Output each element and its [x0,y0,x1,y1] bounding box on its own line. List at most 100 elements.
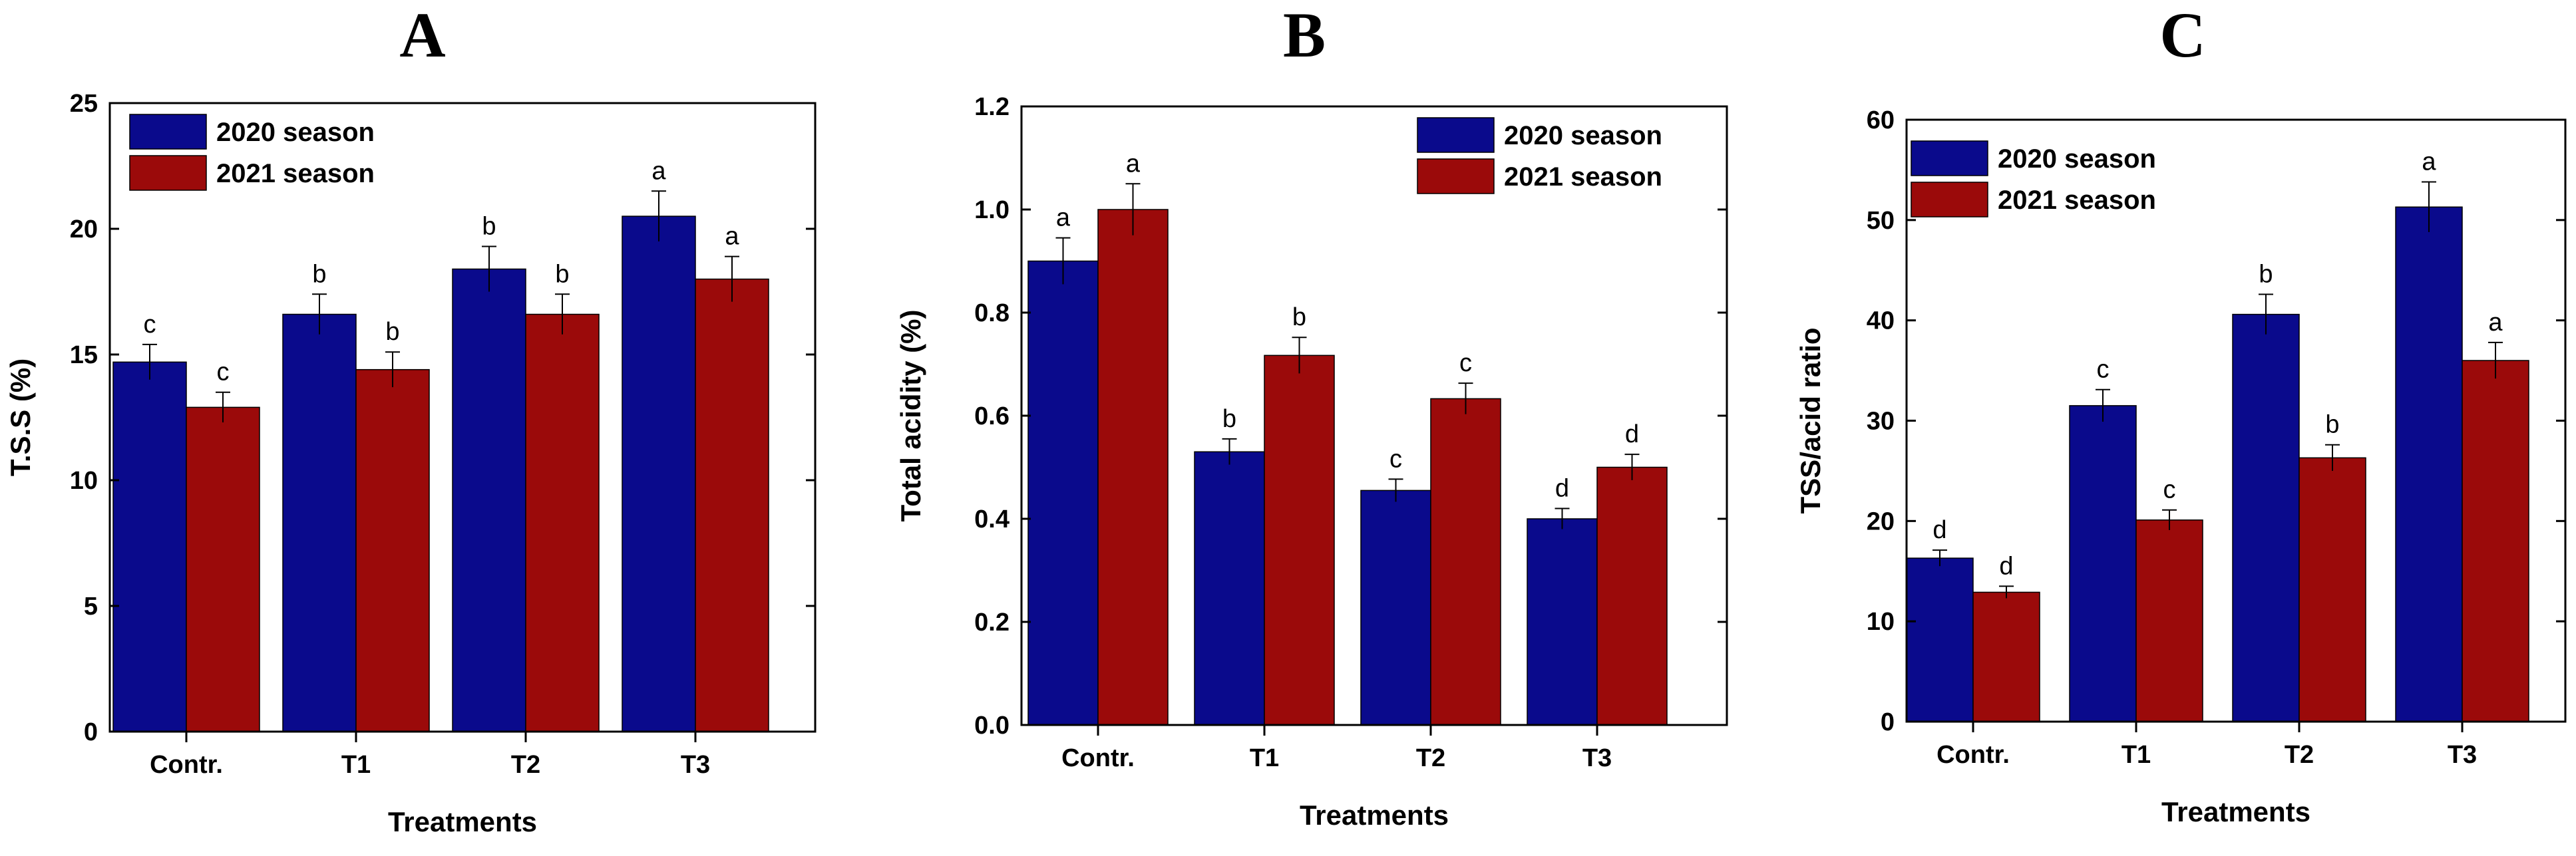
y-tick-label-c-3: 30 [1867,408,1895,436]
significance-letter-a-2021-season-t1: b [385,318,399,346]
significance-letter-b-2021-season-t2: c [1459,349,1472,377]
panel-title-b: B [1283,0,1326,71]
bar-a-2021-season-contr [186,406,260,732]
significance-letter-c-2021-season-t2: b [2325,411,2339,439]
legend-swatch-b-2021-season [1417,158,1495,194]
x-tick-label-a-contr: Contr. [150,751,223,779]
panel-title-c: C [2159,0,2205,71]
significance-letter-a-2020-season-t1: b [312,260,326,288]
significance-letter-c-2020-season-contr: d [1932,516,1946,544]
y-tick-label-c-0: 0 [1881,708,1895,736]
x-axis-title-b: Treatments [1300,799,1449,831]
x-tick-label-c-t3: T3 [2448,741,2477,769]
y-tick-label-b-3: 0.6 [974,402,1010,430]
legend-b: 2020 season 2021 season [1417,117,1662,194]
bar-b-2020-season-contr [1027,260,1099,726]
panel-title-a: A [399,0,445,71]
x-axis-title-c: Treatments [2161,796,2310,827]
legend-swatch-c-2021-season [1911,182,1988,217]
bar-c-2020-season-contr [1906,557,1974,722]
y-tick-label-a-4: 20 [70,215,98,243]
significance-letter-b-2021-season-t3: d [1625,420,1639,448]
significance-letter-c-2020-season-t3: a [2422,148,2436,176]
legend-swatch-a-2020-season [129,114,207,150]
y-tick-label-a-0: 0 [84,718,98,746]
legend-swatch-a-2021-season [129,155,207,191]
legend-a: 2020 season 2021 season [129,114,375,191]
bar-b-2021-season-t2 [1430,398,1501,726]
legend-swatch-b-2020-season [1417,117,1495,153]
chart-panel-c-group: Cd c b a d c b a 0 10 20 30 40 50 60 Contr. T1 T2 T3 Treatm… [1795,0,2567,827]
significance-letter-b-2020-season-t3: d [1555,475,1569,503]
bar-b-2020-season-t1 [1194,451,1265,726]
y-tick-label-b-6: 1.2 [974,93,1010,121]
legend-label-b-2021-season: 2021 season [1504,162,1662,192]
y-tick-label-c-2: 20 [1867,507,1895,535]
legend-label-a-2021-season: 2021 season [216,159,375,188]
y-tick-label-c-1: 10 [1867,608,1895,636]
x-tick-label-a-t3: T3 [681,751,710,779]
significance-letter-b-2020-season-t2: c [1389,445,1402,473]
legend-label-c-2020-season: 2020 season [1998,144,2156,174]
significance-letter-a-2021-season-contr: c [217,358,230,386]
significance-letter-b-2020-season-t1: b [1222,405,1236,433]
bar-a-2020-season-t2 [452,268,526,732]
bar-b-2020-season-t3 [1527,518,1598,726]
y-tick-label-b-1: 0.2 [974,609,1010,637]
legend-label-a-2020-season: 2020 season [216,118,375,147]
significance-letter-b-2020-season-contr: a [1056,204,1071,232]
y-tick-label-a-3: 15 [70,341,98,369]
y-tick-label-b-4: 0.8 [974,299,1010,327]
x-tick-label-b-t2: T2 [1416,744,1445,772]
y-axis-title-b: Total acidity (%) [895,310,926,522]
significance-letter-c-2020-season-t2: b [2259,260,2273,288]
x-tick-label-a-t2: T2 [511,751,540,779]
significance-letter-a-2020-season-contr: c [144,311,156,339]
legend-swatch-c-2020-season [1911,140,1988,176]
y-tick-label-c-6: 60 [1867,106,1895,134]
legend-label-c-2021-season: 2021 season [1998,186,2156,215]
significance-letter-a-2020-season-t2: b [482,212,496,240]
significance-letter-c-2020-season-t1: c [2097,356,2110,384]
bar-c-2020-season-t1 [2069,405,2137,722]
y-axis-title-a: T.S.S (%) [5,358,36,476]
chart-panel-a-group: Ac b b a c b b a 0 5 10 15 20 25 Contr. T1 T2 T3 Treatment… [5,0,817,837]
significance-letter-c-2021-season-t1: c [2163,476,2176,504]
bar-b-2020-season-t2 [1360,490,1431,726]
y-tick-label-c-4: 40 [1867,307,1895,335]
y-tick-label-a-5: 25 [70,90,98,118]
x-tick-label-b-t1: T1 [1250,744,1279,772]
bar-a-2020-season-contr [112,361,187,732]
bar-c-2021-season-t3 [2462,360,2529,722]
significance-letter-a-2021-season-t2: b [555,260,569,288]
x-tick-label-a-t1: T1 [341,751,371,779]
y-tick-label-b-5: 1.0 [974,196,1010,224]
significance-letter-a-2020-season-t3: a [651,157,666,185]
y-tick-label-a-1: 5 [84,593,98,621]
bar-a-2020-season-t3 [622,215,696,732]
bar-a-2021-season-t3 [695,278,769,732]
bar-c-2021-season-contr [1972,591,2040,722]
significance-letter-a-2021-season-t3: a [725,223,739,251]
x-tick-label-c-contr: Contr. [1936,741,2010,769]
bar-b-2021-season-contr [1097,209,1169,726]
y-tick-label-b-2: 0.4 [974,505,1010,533]
significance-letter-b-2021-season-t1: b [1292,303,1306,331]
bar-b-2021-season-t1 [1264,355,1335,726]
x-tick-label-c-t2: T2 [2285,741,2314,769]
x-tick-label-b-t3: T3 [1582,744,1612,772]
y-tick-label-a-2: 10 [70,467,98,495]
bar-c-2020-season-t2 [2232,313,2300,722]
bar-c-2021-season-t2 [2299,457,2366,722]
significance-letter-c-2021-season-contr: d [1999,552,2013,580]
bar-a-2021-season-t2 [525,313,600,732]
significance-letter-b-2021-season-contr: a [1126,150,1141,178]
legend-label-b-2020-season: 2020 season [1504,121,1662,150]
bar-b-2021-season-t3 [1596,466,1668,726]
x-tick-label-c-t1: T1 [2121,741,2151,769]
x-tick-label-b-contr: Contr. [1061,744,1135,772]
bar-c-2020-season-t3 [2395,206,2463,722]
chart-panel-b-group: Ba b c d a b c d 0.0 0.2 0.4 0.6 0.8 1.0 1.2 Contr. T1 T2… [895,0,1728,831]
bar-c-2021-season-t1 [2135,519,2203,722]
